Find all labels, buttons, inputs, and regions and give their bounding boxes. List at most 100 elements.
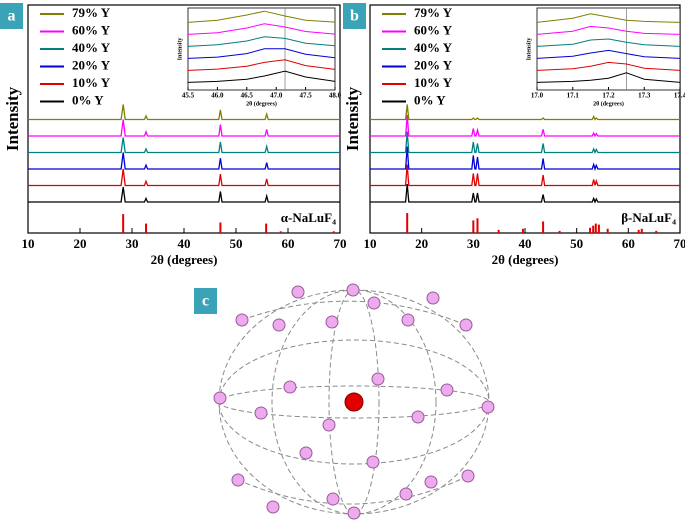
series-line [28, 152, 340, 170]
atom [481, 400, 495, 414]
x-tick-label: 10 [364, 236, 377, 251]
x-tick-label: 46.5 [241, 92, 254, 100]
series-line [370, 114, 680, 138]
series-line [187, 23, 336, 35]
y-axis-label: Intensity [526, 38, 532, 61]
atom [291, 285, 305, 299]
atom [411, 410, 425, 424]
series-line [370, 183, 680, 204]
atom [272, 318, 286, 332]
x-tick-label: 20 [415, 236, 428, 251]
atom [459, 318, 473, 332]
legend-label: 79% Y [414, 5, 453, 20]
x-tick-label: 47.0 [270, 92, 283, 100]
x-axis-label: 2θ (degrees) [246, 100, 277, 107]
atom [440, 383, 454, 397]
x-tick-label: 20 [74, 236, 87, 251]
atom [399, 487, 413, 501]
series-line [536, 49, 681, 59]
series-line [187, 48, 336, 59]
x-tick-label: 70 [334, 236, 347, 251]
y-axis-label: Intensity [177, 38, 183, 61]
series-line [28, 168, 340, 187]
series-line [536, 38, 681, 47]
x-tick-label: 10 [22, 236, 35, 251]
legend-label: 10% Y [72, 75, 111, 90]
legend-label: 20% Y [72, 57, 111, 72]
legend-label: 10% Y [414, 75, 453, 90]
x-axis-label: 2θ (degrees) [492, 252, 559, 267]
series-line [370, 164, 680, 187]
panel-label-box [194, 288, 217, 314]
legend-label: 20% Y [414, 57, 453, 72]
reference-label: α-NaLuF₄ [281, 210, 336, 225]
series-line [187, 10, 336, 23]
atom [266, 500, 280, 514]
atom [326, 492, 340, 506]
legend-label: 40% Y [414, 40, 453, 55]
series-line [28, 186, 340, 203]
legend-label: 60% Y [72, 22, 111, 37]
x-tick-label: 17.0 [531, 92, 544, 100]
x-tick-label: 45.5 [182, 92, 195, 100]
atom [325, 315, 339, 329]
series-line [370, 146, 680, 172]
atom [366, 455, 380, 469]
legend-label: 60% Y [414, 22, 453, 37]
center-atom [344, 392, 364, 412]
x-tick-label: 40 [178, 236, 191, 251]
x-axis-label: 2θ (degrees) [593, 100, 624, 107]
series-line [536, 25, 681, 35]
x-tick-label: 47.5 [299, 92, 312, 100]
atom [235, 313, 249, 327]
atom [213, 391, 227, 405]
series-line [370, 104, 680, 121]
atom [371, 372, 385, 386]
x-tick-label: 50 [230, 236, 243, 251]
series-line [370, 131, 680, 155]
atom [322, 418, 336, 432]
series-line [187, 36, 336, 47]
x-tick-label: 17.4 [674, 92, 685, 100]
atom [347, 506, 361, 520]
atom [424, 475, 438, 489]
x-tick-label: 17.1 [567, 92, 580, 100]
series-line [536, 13, 681, 23]
legend-label: 40% Y [72, 40, 111, 55]
x-tick-label: 60 [622, 236, 635, 251]
panel-label: a [8, 8, 16, 25]
y-axis-label: Intensity [3, 86, 22, 151]
atom [346, 283, 360, 297]
atom [367, 296, 381, 310]
x-tick-label: 17.3 [638, 92, 651, 100]
y-axis-label: Intensity [343, 86, 362, 151]
series-line [536, 61, 681, 71]
panel-label-box [0, 3, 23, 29]
atom [299, 446, 313, 460]
series-line [28, 119, 340, 137]
x-tick-label: 48.0 [329, 92, 342, 100]
x-tick-label: 40 [519, 236, 532, 251]
x-axis-label: 2θ (degrees) [151, 252, 218, 267]
structure-diagram: c [194, 283, 495, 520]
atom [231, 473, 245, 487]
atoms [213, 283, 495, 520]
x-tick-label: 30 [467, 236, 480, 251]
legend-label: 0% Y [72, 92, 104, 107]
panel-label: b [350, 8, 359, 25]
series-line [536, 72, 681, 83]
x-tick-label: 60 [282, 236, 295, 251]
legend-label: 79% Y [72, 5, 111, 20]
panel-label-box [343, 3, 366, 29]
series-line [187, 70, 336, 83]
series-line [28, 137, 340, 154]
series-line [187, 59, 336, 71]
x-tick-label: 50 [570, 236, 583, 251]
atom [283, 380, 297, 394]
x-tick-label: 30 [126, 236, 139, 251]
atom [401, 313, 415, 327]
atom [426, 291, 440, 305]
x-tick-label: 46.0 [211, 92, 224, 100]
atom [254, 406, 268, 420]
